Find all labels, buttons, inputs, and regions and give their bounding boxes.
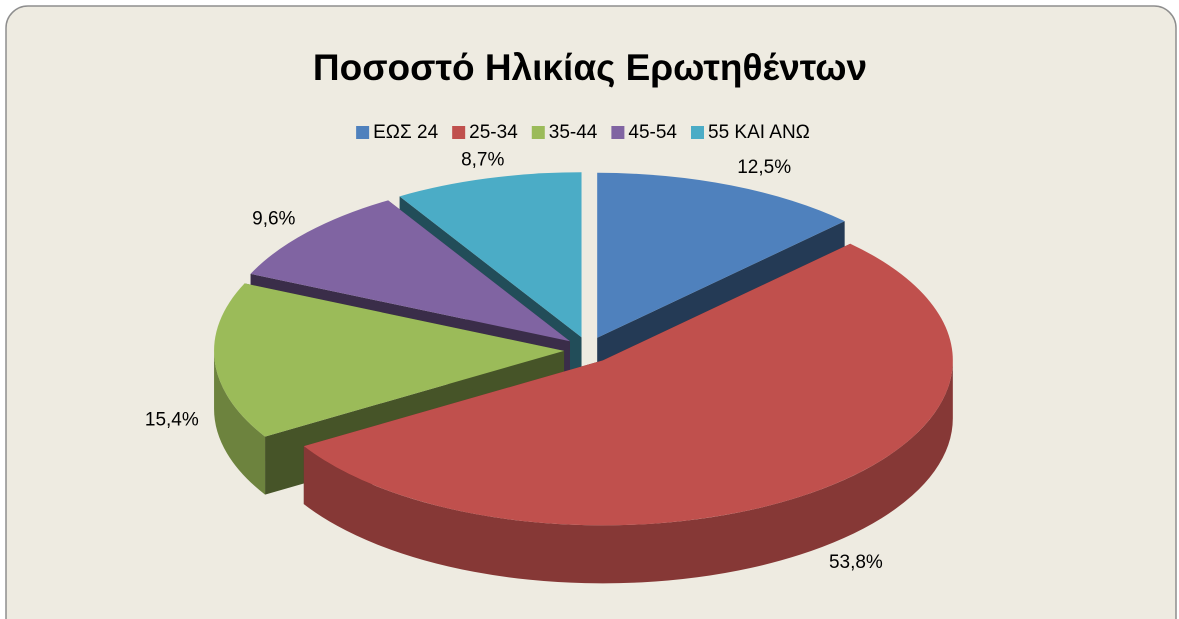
slice-wall	[214, 350, 266, 495]
data-label: 12,5%	[737, 157, 791, 178]
slice-top	[597, 172, 845, 338]
legend-label: 35-44	[549, 122, 598, 143]
legend-swatch	[356, 126, 370, 139]
legend-swatch	[691, 126, 704, 139]
data-label: 9,6%	[252, 209, 295, 230]
legend-swatch	[611, 126, 625, 139]
data-label: 53,8%	[829, 552, 883, 573]
slice-top	[250, 200, 570, 342]
legend-swatch	[531, 126, 545, 139]
data-label: 8,7%	[461, 149, 504, 170]
slice-top	[303, 243, 953, 526]
legend-swatch	[452, 126, 466, 139]
legend-label: 45-54	[628, 122, 677, 143]
chart-title: Ποσοστό Ηλικίας Ερωτηθέντων	[313, 47, 867, 88]
legend-label: 25-34	[469, 122, 518, 143]
slice-top	[214, 283, 565, 437]
legend-label: ΕΩΣ 24	[373, 122, 438, 143]
slice-top	[399, 172, 582, 338]
legend-label: 55 ΚΑΙ ΑΝΩ	[708, 122, 810, 143]
slice	[303, 243, 953, 584]
data-label: 15,4%	[145, 409, 199, 430]
slice-wall	[303, 360, 953, 584]
